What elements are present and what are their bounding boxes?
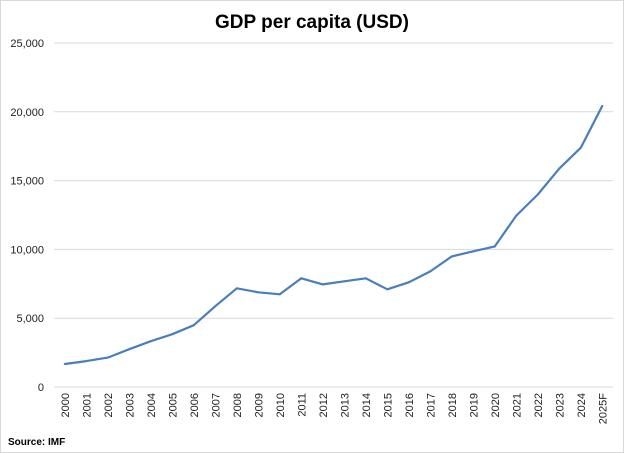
x-tick-label: 2007	[210, 393, 222, 417]
data-point-2021	[515, 214, 518, 217]
data-point-2017	[429, 270, 432, 273]
x-tick-label: 2001	[81, 393, 93, 417]
data-point-2010	[278, 293, 281, 296]
y-tick-label: 10,000	[10, 244, 44, 256]
data-point-2005	[171, 333, 174, 336]
x-tick-label: 2025F	[597, 393, 609, 424]
y-tick-label: 25,000	[10, 38, 44, 50]
x-tick-label: 2011	[296, 393, 308, 417]
data-point-2023	[558, 167, 561, 170]
data-point-2019	[472, 250, 475, 253]
data-point-2025F	[601, 104, 604, 107]
data-point-2018	[450, 255, 453, 258]
y-tick-label: 5,000	[16, 313, 44, 325]
data-point-2016	[407, 281, 410, 284]
x-tick-label: 2020	[490, 393, 502, 417]
data-point-2008	[235, 287, 238, 290]
x-tick-label: 2004	[146, 393, 158, 417]
x-tick-label: 2012	[318, 393, 330, 417]
x-tick-label: 2016	[404, 393, 416, 417]
x-tick-label: 2005	[167, 393, 179, 417]
data-point-2024	[579, 146, 582, 149]
data-point-2013	[343, 280, 346, 283]
x-tick-label: 2014	[361, 393, 373, 417]
x-tick-label: 2003	[124, 393, 136, 417]
data-point-2003	[128, 348, 131, 351]
x-tick-label: 2002	[103, 393, 115, 417]
y-tick-label: 0	[38, 382, 44, 394]
x-tick-label: 2017	[425, 393, 437, 417]
data-point-2020	[493, 245, 496, 248]
x-tick-label: 2019	[468, 393, 480, 417]
source-note: Source: IMF	[8, 437, 65, 448]
data-point-2006	[192, 324, 195, 327]
data-point-2011	[300, 277, 303, 280]
x-tick-label: 2022	[533, 393, 545, 417]
data-point-2009	[257, 291, 260, 294]
x-tick-label: 2018	[447, 393, 459, 417]
data-point-2007	[214, 305, 217, 308]
x-tick-label: 2006	[189, 393, 201, 417]
data-point-2014	[364, 277, 367, 280]
x-tick-label: 2000	[60, 393, 72, 417]
x-tick-label: 2023	[554, 393, 566, 417]
y-tick-label: 15,000	[10, 176, 44, 188]
x-tick-label: 2013	[339, 393, 351, 417]
x-tick-label: 2010	[275, 393, 287, 417]
data-point-2012	[321, 283, 324, 286]
x-tick-label: 2021	[511, 393, 523, 417]
x-tick-label: 2008	[232, 393, 244, 417]
data-point-2022	[536, 193, 539, 196]
y-tick-label: 20,000	[10, 107, 44, 119]
data-point-2015	[386, 288, 389, 291]
data-point-2002	[106, 356, 109, 359]
chart-title: GDP per capita (USD)	[215, 12, 409, 33]
data-point-2000	[63, 363, 66, 366]
x-tick-label: 2009	[253, 393, 265, 417]
series-line	[64, 105, 604, 366]
x-tick-label: 2015	[382, 393, 394, 417]
data-point-2001	[85, 360, 88, 363]
data-point-2004	[149, 340, 152, 343]
x-tick-label: 2024	[576, 393, 588, 417]
